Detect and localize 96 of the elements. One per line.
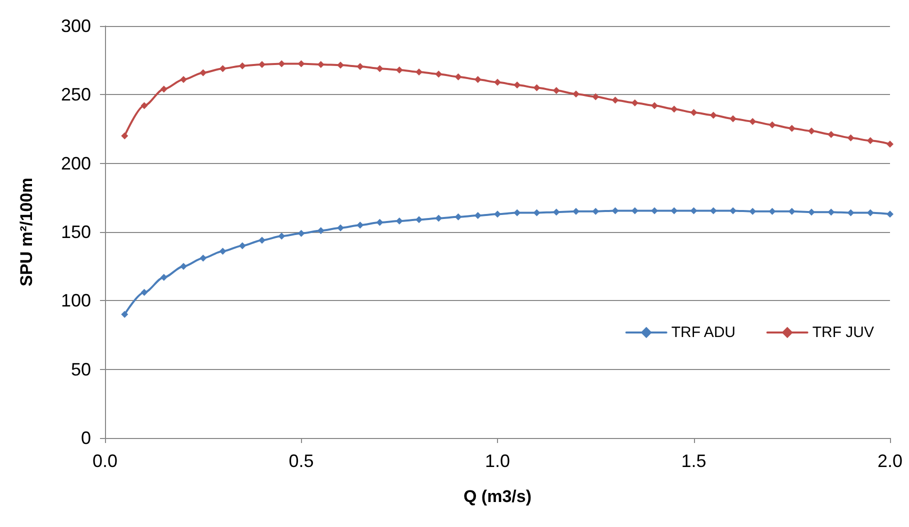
- point: [200, 254, 207, 262]
- y-tick-label: 100: [60, 290, 91, 311]
- point: [886, 210, 894, 218]
- point: [435, 214, 442, 222]
- point: [474, 76, 482, 84]
- point: [356, 222, 364, 229]
- legend-label: TRF JUV: [812, 324, 874, 341]
- point: [690, 109, 698, 116]
- point: [160, 274, 168, 281]
- point: [768, 121, 776, 128]
- point: [730, 115, 736, 122]
- point: [317, 227, 324, 234]
- y-axis-title: SPU m²/100m: [17, 178, 36, 286]
- point: [278, 232, 286, 240]
- point: [670, 207, 678, 214]
- point: [533, 84, 540, 92]
- point: [416, 68, 422, 76]
- point: [416, 216, 422, 224]
- point: [533, 209, 540, 216]
- point: [631, 207, 638, 214]
- point: [474, 212, 482, 220]
- legend-label: TRF ADU: [671, 324, 736, 341]
- point: [454, 73, 462, 80]
- x-axis-title: Q (m3/s): [463, 487, 532, 506]
- point: [612, 207, 619, 214]
- point: [258, 236, 266, 244]
- point: [847, 134, 854, 142]
- point: [435, 70, 442, 78]
- point: [376, 65, 384, 72]
- point: [749, 208, 756, 215]
- point: [828, 130, 835, 138]
- point: [238, 242, 246, 250]
- point: [514, 82, 521, 89]
- point: [847, 209, 854, 216]
- point: [258, 60, 266, 68]
- x-tick-label: 2.0: [877, 451, 903, 471]
- point: [592, 208, 600, 215]
- point: [180, 262, 187, 270]
- point: [317, 60, 324, 68]
- point: [396, 66, 403, 74]
- point: [376, 218, 384, 226]
- point: [710, 112, 717, 119]
- point: [514, 209, 521, 216]
- point: [710, 207, 717, 214]
- point: [298, 60, 305, 68]
- point: [238, 62, 246, 70]
- point: [121, 310, 128, 318]
- x-tick-label: 0.0: [92, 451, 118, 471]
- point: [494, 210, 501, 218]
- point: [219, 65, 226, 72]
- point: [886, 140, 894, 148]
- point: [808, 208, 815, 216]
- point: [612, 96, 619, 104]
- point: [219, 248, 226, 255]
- point: [866, 209, 874, 216]
- point: [552, 208, 560, 216]
- point: [337, 62, 344, 69]
- point: [298, 230, 305, 237]
- point: [454, 213, 462, 220]
- y-tick-label: 150: [60, 222, 91, 242]
- point: [140, 288, 148, 296]
- point: [278, 60, 286, 68]
- y-tick-label: 0: [80, 428, 91, 448]
- y-tick-label: 300: [60, 16, 91, 36]
- point: [572, 208, 580, 215]
- point: [788, 208, 796, 215]
- point: [180, 76, 187, 84]
- point: [140, 102, 148, 110]
- point: [828, 208, 835, 216]
- point: [552, 87, 560, 94]
- point: [160, 86, 168, 93]
- point: [651, 207, 658, 214]
- point: [121, 132, 128, 140]
- point: [866, 137, 874, 144]
- point: [337, 224, 344, 232]
- y-tick-label: 50: [70, 359, 91, 380]
- y-tick-label: 250: [60, 84, 91, 105]
- point: [651, 102, 658, 110]
- point: [768, 208, 776, 215]
- point: [356, 63, 364, 70]
- point: [572, 90, 580, 98]
- y-tick-label: 200: [60, 153, 91, 174]
- point: [690, 207, 698, 214]
- point: [200, 69, 207, 76]
- x-tick-label: 1.5: [681, 451, 706, 471]
- point: [788, 124, 796, 132]
- point: [494, 78, 501, 86]
- x-tick-label: 1.0: [484, 451, 510, 471]
- point: [808, 128, 815, 135]
- point: [730, 207, 736, 214]
- point: [631, 99, 638, 106]
- point: [396, 218, 403, 225]
- point: [592, 93, 600, 100]
- point: [670, 106, 678, 113]
- point: [749, 118, 756, 125]
- x-tick-label: 0.5: [288, 451, 314, 471]
